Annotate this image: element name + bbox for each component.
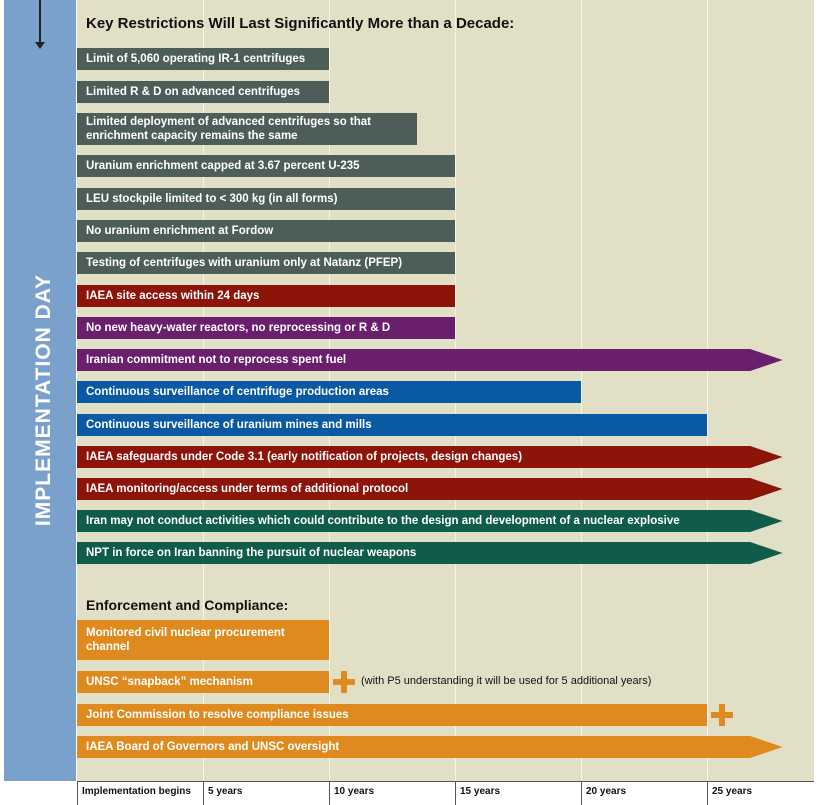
snapback-note: (with P5 understanding it will be used f… bbox=[361, 675, 652, 687]
axis-tick bbox=[707, 781, 708, 805]
plus-icon bbox=[711, 704, 733, 726]
timeline-arrow: IAEA Board of Governors and UNSC oversig… bbox=[77, 736, 783, 758]
timeline-arrow: Iran may not conduct activities which co… bbox=[77, 510, 783, 532]
timeline-axis bbox=[77, 781, 814, 782]
axis-tick bbox=[77, 781, 78, 805]
timeline-bar: Joint Commission to resolve compliance i… bbox=[77, 704, 707, 726]
bar-label: Uranium enrichment capped at 3.67 percen… bbox=[86, 160, 360, 172]
timeline-arrow: IAEA safeguards under Code 3.1 (early no… bbox=[77, 446, 783, 468]
grid-line bbox=[707, 0, 708, 781]
timeline-bar: No uranium enrichment at Fordow bbox=[77, 220, 455, 242]
bar-label: LEU stockpile limited to < 300 kg (in al… bbox=[86, 193, 338, 205]
timeline-bar: Monitored civil nuclear procurement chan… bbox=[77, 620, 329, 660]
bar-label: Limited R & D on advanced centrifuges bbox=[86, 86, 301, 98]
axis-tick bbox=[455, 781, 456, 805]
start-arrow-line bbox=[39, 0, 41, 44]
timeline-bar: Uranium enrichment capped at 3.67 percen… bbox=[77, 155, 455, 177]
bar-label: Iranian commitment not to reprocess spen… bbox=[86, 354, 347, 366]
axis-tick-label: Implementation begins bbox=[82, 786, 191, 797]
timeline-bar: Limited R & D on advanced centrifuges bbox=[77, 81, 329, 103]
timeline-bar: Limit of 5,060 operating IR-1 centrifuge… bbox=[77, 48, 329, 70]
bar-label: Testing of centrifuges with uranium only… bbox=[86, 257, 403, 269]
bar-label: NPT in force on Iran banning the pursuit… bbox=[86, 547, 417, 559]
timeline-bar: No new heavy-water reactors, no reproces… bbox=[77, 317, 455, 339]
bar-label: Limited deployment of advanced centrifug… bbox=[86, 116, 371, 142]
timeline-bar: Continuous surveillance of uranium mines… bbox=[77, 414, 707, 436]
axis-tick-label: 10 years bbox=[334, 786, 375, 797]
enforcement-heading: Enforcement and Compliance: bbox=[86, 597, 289, 613]
grid-line bbox=[581, 0, 582, 781]
bar-label: IAEA safeguards under Code 3.1 (early no… bbox=[86, 451, 523, 463]
axis-tick-label: 15 years bbox=[460, 786, 501, 797]
timeline-bar: Continuous surveillance of centrifuge pr… bbox=[77, 381, 581, 403]
timeline-bar: LEU stockpile limited to < 300 kg (in al… bbox=[77, 188, 455, 210]
timeline-arrow: Iranian commitment not to reprocess spen… bbox=[77, 349, 783, 371]
start-arrow-icon bbox=[35, 42, 45, 49]
bar-label: IAEA Board of Governors and UNSC oversig… bbox=[86, 741, 340, 753]
axis-tick bbox=[329, 781, 330, 805]
axis-tick bbox=[581, 781, 582, 805]
timeline-arrow: IAEA monitoring/access under terms of ad… bbox=[77, 478, 783, 500]
bar-label: Continuous surveillance of centrifuge pr… bbox=[86, 386, 389, 398]
timeline-bar: Limited deployment of advanced centrifug… bbox=[77, 113, 418, 145]
axis-tick-label: 5 years bbox=[208, 786, 243, 797]
axis-tick-label: 25 years bbox=[712, 786, 753, 797]
bar-label: No new heavy-water reactors, no reproces… bbox=[86, 322, 391, 334]
timeline-bar: UNSC “snapback” mechanism bbox=[77, 671, 329, 693]
restrictions-heading: Key Restrictions Will Last Significantly… bbox=[86, 15, 515, 32]
bar-label: Joint Commission to resolve compliance i… bbox=[86, 709, 349, 721]
timeline-bar: Testing of centrifuges with uranium only… bbox=[77, 252, 455, 274]
bar-label: Monitored civil nuclear procurement chan… bbox=[86, 627, 285, 653]
timeline-bar: IAEA site access within 24 days bbox=[77, 285, 455, 307]
axis-tick bbox=[203, 781, 204, 805]
bar-label: IAEA monitoring/access under terms of ad… bbox=[86, 483, 409, 495]
implementation-day-band: IMPLEMENTATION DAY bbox=[4, 0, 76, 781]
bar-label: IAEA site access within 24 days bbox=[86, 290, 260, 302]
timeline-arrow: NPT in force on Iran banning the pursuit… bbox=[77, 542, 783, 564]
bar-label: No uranium enrichment at Fordow bbox=[86, 225, 274, 237]
axis-tick-label: 20 years bbox=[586, 786, 627, 797]
plus-icon bbox=[333, 671, 355, 693]
bar-label: Limit of 5,060 operating IR-1 centrifuge… bbox=[86, 53, 306, 65]
bar-label: UNSC “snapback” mechanism bbox=[86, 676, 253, 688]
implementation-day-label: IMPLEMENTATION DAY bbox=[32, 273, 55, 527]
bar-label: Iran may not conduct activities which co… bbox=[86, 515, 680, 527]
bar-label: Continuous surveillance of uranium mines… bbox=[86, 419, 372, 431]
